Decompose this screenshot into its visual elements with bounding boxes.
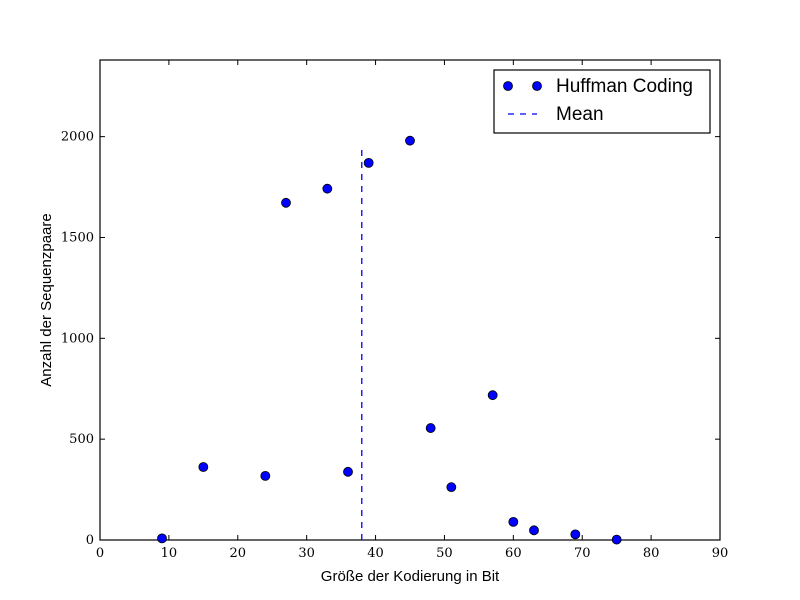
- data-point: [363, 157, 374, 168]
- legend-marker-huffman-left: [503, 81, 513, 91]
- y-tick-label: 1500: [61, 230, 94, 245]
- data-point: [446, 482, 457, 493]
- y-tick-label: 1000: [61, 331, 94, 346]
- data-point: [322, 183, 333, 194]
- y-tick-label: 500: [69, 432, 94, 447]
- data-point: [570, 529, 581, 540]
- y-tick-label: 0: [86, 533, 94, 548]
- x-tick-label: 70: [574, 546, 591, 561]
- legend-label-mean: Mean: [556, 104, 604, 125]
- y-tick-label: 2000: [61, 130, 94, 145]
- legend: Huffman Coding Mean: [493, 69, 711, 134]
- data-point: [343, 466, 353, 477]
- axes-frame: [99, 59, 721, 541]
- data-point: [508, 516, 519, 527]
- x-tick-label: 40: [367, 546, 384, 561]
- x-tick-label: 80: [643, 546, 660, 561]
- data-point: [157, 533, 167, 544]
- data-point: [425, 423, 436, 433]
- x-tick-label: 50: [436, 546, 453, 561]
- x-tick-label: 0: [96, 546, 104, 561]
- plot-area: 0 10 20 30 40 50 60 70 80 90 0 500 1000 1500 2000: [61, 59, 729, 561]
- data-point: [611, 534, 622, 545]
- data-point: [281, 197, 291, 208]
- x-tick-label: 20: [230, 546, 247, 561]
- legend-box: [493, 69, 711, 134]
- data-point: [198, 462, 209, 472]
- x-tick-label: 10: [161, 546, 178, 561]
- data-point: [405, 135, 415, 146]
- y-axis-label: Anzahl der Sequenzpaare: [38, 213, 55, 386]
- legend-label-huffman: Huffman Coding: [556, 76, 693, 97]
- data-point: [529, 525, 539, 536]
- x-tick-label: 60: [505, 546, 522, 561]
- x-axis-label: Größe der Kodierung in Bit: [321, 568, 500, 585]
- x-tick-label: 30: [298, 546, 315, 561]
- data-point: [260, 470, 271, 481]
- data-point: [487, 390, 498, 401]
- x-tick-label: 90: [712, 546, 729, 561]
- legend-marker-huffman-right: [532, 81, 542, 91]
